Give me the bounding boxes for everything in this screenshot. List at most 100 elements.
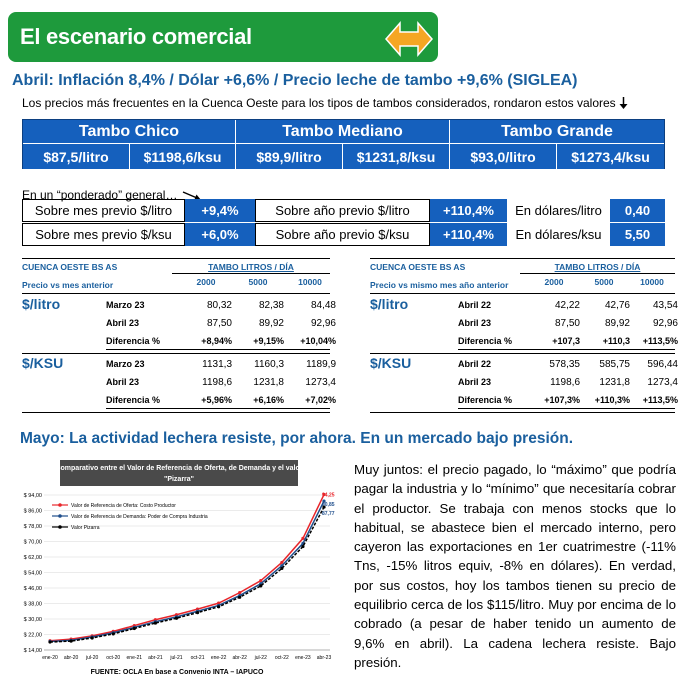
chart-source: FUENTE: OCLA En base a Convenio INTA – I… — [91, 669, 264, 676]
table-cell: 585,75 — [599, 359, 630, 370]
chart-point — [153, 621, 157, 625]
table-row-label: Abril 23 — [458, 318, 492, 328]
table-border — [458, 408, 675, 409]
comparison-label: Sobre mes previo $/litro — [22, 199, 185, 222]
table-cell: 1198,6 — [550, 377, 580, 388]
table-group-header: TAMBO LITROS / DÍA — [554, 262, 641, 272]
chart-x-tick: ene-21 — [127, 655, 143, 661]
table-border — [370, 353, 675, 354]
chart-x-tick: jul-22 — [254, 655, 267, 661]
chart-point — [280, 560, 284, 565]
chart-x-tick: abr-20 — [64, 655, 79, 661]
chart-point — [259, 579, 263, 583]
table-unit: $/KSU — [22, 355, 64, 371]
table-row-label: Diferencia % — [106, 336, 161, 346]
table-cell: +107,3% — [544, 395, 580, 405]
table-cell: +10,04% — [300, 336, 336, 346]
table-row-label: Abril 22 — [458, 300, 492, 310]
chart-x-tick: ene-23 — [295, 655, 311, 661]
table-cell: 1160,3 — [254, 359, 284, 370]
chart-end-label: 90,85 — [322, 502, 335, 508]
chart-legend-label: Valor Pizarra — [71, 525, 100, 531]
table-border — [22, 258, 330, 259]
comparison-value: 0,40 — [610, 199, 665, 222]
chart-y-tick: $ 70,00 — [24, 540, 42, 546]
chart-x-tick: jul-20 — [85, 655, 98, 661]
table-cell: +110,3 — [602, 336, 630, 346]
table-unit: $/litro — [22, 296, 61, 312]
comparison-value: 5,50 — [610, 223, 665, 246]
chart-y-tick: $ 86,00 — [24, 509, 42, 515]
tambo-name: Tambo Mediano — [236, 120, 450, 144]
table-border — [370, 258, 675, 259]
table-subtitle: Precio vs mes anterior — [22, 280, 114, 290]
april-heading: Abril: Inflación 8,4% / Dólar +6,6% / Pr… — [12, 72, 578, 89]
table-cell: 578,35 — [549, 359, 580, 370]
comparison-value: +9,4% — [185, 199, 255, 222]
chart-end-label: 87,77 — [322, 511, 335, 517]
table-cell: +9,15% — [253, 336, 284, 346]
table-border — [370, 412, 675, 413]
table-col-header: 10000 — [298, 277, 322, 287]
chart-y-tick: $ 38,00 — [24, 602, 42, 608]
table-row-label: Abril 23 — [458, 377, 492, 387]
table-col-header: 5000 — [594, 277, 614, 287]
comparison-label: En dólares/litro — [515, 203, 602, 218]
price-comparison-chart: Comparativo entre el Valor de Referencia… — [12, 455, 342, 685]
table-title: CUENCA OESTE BS AS — [22, 262, 118, 272]
chart-x-tick: abr-23 — [317, 655, 332, 661]
chart-point — [111, 632, 115, 636]
table-cell: +113,5% — [642, 336, 678, 346]
table-border — [22, 293, 330, 294]
table-cell: 92,96 — [310, 318, 336, 329]
table-cell: +8,94% — [201, 336, 232, 346]
table-col-header: 10000 — [640, 277, 664, 287]
table-cell: 1273,4 — [305, 377, 336, 388]
chart-x-tick: jul-21 — [169, 655, 182, 661]
table-cell: 42,76 — [604, 300, 630, 311]
table-cell: 87,50 — [206, 318, 232, 329]
arrow-down-icon — [619, 97, 628, 109]
table-title: CUENCA OESTE BS AS — [370, 262, 466, 272]
chart-point — [195, 611, 200, 615]
chart-point — [280, 564, 284, 568]
table-cell: 92,96 — [652, 318, 678, 329]
chart-y-tick: $ 62,00 — [24, 555, 42, 561]
table-cell: +7,02% — [305, 395, 336, 405]
chart-point — [280, 566, 284, 571]
chart-title-line1: Comparativo entre el Valor de Referencia… — [55, 465, 302, 472]
comparison-value: +110,4% — [430, 199, 507, 222]
chart-point — [322, 505, 326, 509]
table-border — [458, 349, 675, 350]
chart-y-tick: $ 30,00 — [24, 617, 42, 623]
tambo-price-table: Tambo Chico $87,5/litro $1198,6/ksu Tambo M… — [22, 119, 665, 169]
chart-x-tick: oct-20 — [106, 655, 120, 661]
chart-point — [48, 640, 52, 644]
tambo-price-litro: $93,0/litro — [450, 144, 557, 169]
table-row-label: Marzo 23 — [106, 300, 145, 310]
comparison-label: Sobre año previo $/litro — [255, 199, 430, 222]
chart-y-tick: $ 14,00 — [24, 648, 42, 654]
table-row-label: Diferencia % — [106, 395, 161, 405]
chart-point — [217, 605, 221, 609]
table-border — [22, 412, 330, 413]
chart-legend-marker — [58, 525, 62, 529]
chart-x-tick: oct-21 — [191, 655, 205, 661]
chart-point — [69, 639, 73, 643]
chart-legend-label: Valor de Referencia de Oferta: Costo Pro… — [71, 503, 176, 509]
table-unit: $/KSU — [370, 355, 412, 371]
table-cell: 82,38 — [258, 300, 284, 311]
chart-legend-marker — [58, 514, 62, 518]
chart-y-tick: $ 46,00 — [24, 586, 42, 592]
table-cell: 1131,3 — [202, 359, 232, 370]
table-border — [370, 293, 675, 294]
chart-point — [132, 626, 136, 631]
chart-y-tick: $ 78,00 — [24, 524, 42, 530]
table-month-vs-previous: CUENCA OESTE BS AS Precio vs mes anterior… — [22, 258, 336, 413]
table-year-vs-previous: CUENCA OESTE BS AS Precio vs mismo mes añ… — [370, 258, 678, 413]
tambo-price-ksu: $1231,8/ksu — [343, 144, 450, 169]
chart-series-line — [49, 500, 325, 643]
table-border — [106, 408, 330, 409]
table-border — [520, 273, 675, 274]
table-unit: $/litro — [370, 296, 409, 312]
